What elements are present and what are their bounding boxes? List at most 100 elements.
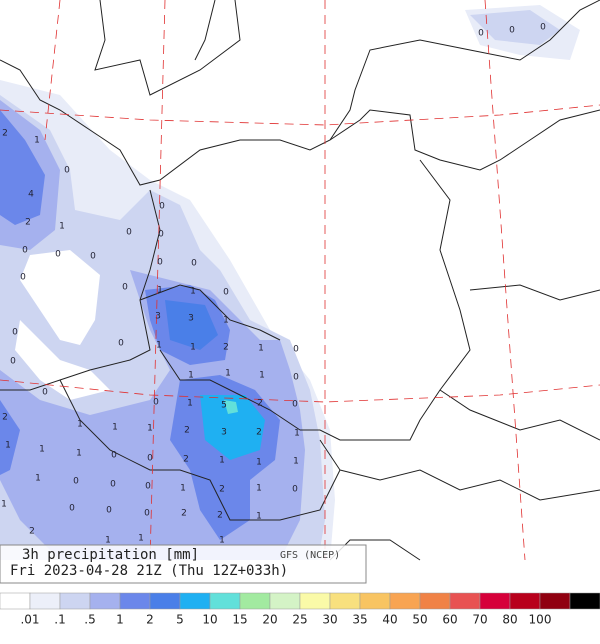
- scale-swatch: [149, 592, 181, 610]
- scale-swatch: [479, 592, 511, 610]
- scale-label: 60: [442, 613, 457, 627]
- scale-swatch: [329, 592, 361, 610]
- borders: [0, 0, 600, 561]
- map-value-label: 2: [219, 485, 225, 495]
- map-value-label: 0: [126, 228, 132, 238]
- source-text: GFS (NCEP): [280, 550, 340, 561]
- map-value-label: 1: [294, 429, 300, 439]
- map-value-label: 0: [153, 398, 159, 408]
- map-value-label: 1: [190, 343, 196, 353]
- scale-swatch: [419, 592, 451, 610]
- map-value-label: 0: [69, 504, 75, 514]
- map-value-label: 2: [184, 426, 190, 436]
- scale-label: 50: [412, 613, 427, 627]
- scale-swatch: [119, 592, 151, 610]
- map-value-label: 0: [509, 26, 515, 36]
- map-value-label: 1: [259, 371, 265, 381]
- scale-label: 80: [502, 613, 517, 627]
- map-value-label: 1: [77, 420, 83, 430]
- map-value-label: 1: [256, 484, 262, 494]
- map-value-label: 0: [293, 373, 299, 383]
- scale-label: 10: [202, 613, 217, 627]
- scale-label: 15: [232, 613, 247, 627]
- map-value-label: 1: [59, 222, 65, 232]
- scale-label: 20: [262, 613, 277, 627]
- scale-swatch: [89, 592, 121, 610]
- scale-swatch: [449, 592, 481, 610]
- map-value-label: 0: [20, 273, 26, 283]
- scale-swatch: [359, 592, 391, 610]
- map-value-label: 0: [10, 357, 16, 367]
- map-value-label: 1: [190, 287, 196, 297]
- map-value-label: 1: [225, 369, 231, 379]
- map-value-label: 0: [159, 202, 165, 212]
- scale-swatch: [509, 592, 541, 610]
- scale-swatch: [239, 592, 271, 610]
- map-value-label: 2: [256, 428, 262, 438]
- map-value-label: 1: [112, 423, 118, 433]
- map-value-label: 1: [138, 534, 144, 544]
- map-value-label: 1: [180, 484, 186, 494]
- map-value-label: 1: [219, 536, 225, 546]
- map-value-label: 0: [147, 454, 153, 464]
- map-value-label: 3: [221, 428, 227, 438]
- graticule: [0, 0, 600, 561]
- map-value-label: 0: [90, 252, 96, 262]
- precipitation-field: [0, 5, 580, 560]
- map-value-label: 2: [29, 527, 35, 537]
- map-value-label: 0: [144, 509, 150, 519]
- scale-label: .5: [84, 613, 95, 627]
- map-value-label: 0: [157, 258, 163, 268]
- map-value-label: 1: [156, 341, 162, 351]
- map-value-label: 0: [145, 482, 151, 492]
- map-value-label: 5: [221, 401, 227, 411]
- map-labels: 0 0 0 2 1 0 4 2 1 0 0 0 0 0 0 0 0 0 0 1 1 0 3 3 1 0 0 1 1 2 1 0 0 1 1 1 0 0 0 1…: [1, 23, 546, 546]
- map-value-label: 1: [293, 457, 299, 467]
- map-value-label: 1: [105, 536, 111, 546]
- map-value-label: 1: [35, 474, 41, 484]
- scale-swatch: [539, 592, 571, 610]
- scale-swatch: [569, 592, 600, 610]
- map-value-label: 0: [22, 246, 28, 256]
- map-value-label: 1: [147, 424, 153, 434]
- map-value-label: 0: [55, 250, 61, 260]
- map-value-label: 0: [540, 23, 546, 33]
- scale-label: 2: [146, 613, 154, 627]
- map-value-label: 2: [2, 129, 8, 139]
- map-value-label: 0: [292, 400, 298, 410]
- scale-swatch: [0, 592, 31, 610]
- map-value-label: 0: [110, 480, 116, 490]
- scale-swatch: [179, 592, 211, 610]
- map-value-label: 1: [258, 344, 264, 354]
- map-value-label: 0: [122, 283, 128, 293]
- scale-label: 25: [292, 613, 307, 627]
- scale-swatch: [269, 592, 301, 610]
- map-value-label: 3: [188, 314, 194, 324]
- scale-swatch: [29, 592, 61, 610]
- map-value-label: 0: [106, 506, 112, 516]
- map-value-label: 1: [39, 445, 45, 455]
- scale-swatch: [299, 592, 331, 610]
- map-value-label: 4: [28, 190, 34, 200]
- map-value-label: 0: [42, 388, 48, 398]
- color-scale: .01.1.5 1 2 5 10 15 20 25 30 35 40 50 60 70 80 100: [0, 592, 600, 627]
- map-value-label: 2: [217, 511, 223, 521]
- map-value-label: 0: [478, 29, 484, 39]
- scale-label: .01: [20, 613, 39, 627]
- map-value-label: 3: [155, 312, 161, 322]
- scale-label: 100: [529, 613, 552, 627]
- map-value-label: 1: [76, 449, 82, 459]
- map-value-label: 0: [64, 166, 70, 176]
- scale-label: 1: [116, 613, 124, 627]
- map-value-label: 1: [157, 286, 163, 296]
- map-value-label: 0: [223, 288, 229, 298]
- map-value-label: 1: [187, 399, 193, 409]
- map-value-label: 0: [293, 345, 299, 355]
- map-value-label: 2: [223, 343, 229, 353]
- valid-time-text: Fri 2023-04-28 21Z (Thu 12Z+033h): [10, 563, 288, 579]
- map-value-label: 2: [2, 413, 8, 423]
- scale-label: .1: [54, 613, 65, 627]
- scale-label: 5: [176, 613, 184, 627]
- map-value-label: 0: [12, 328, 18, 338]
- map-value-label: 0: [111, 451, 117, 461]
